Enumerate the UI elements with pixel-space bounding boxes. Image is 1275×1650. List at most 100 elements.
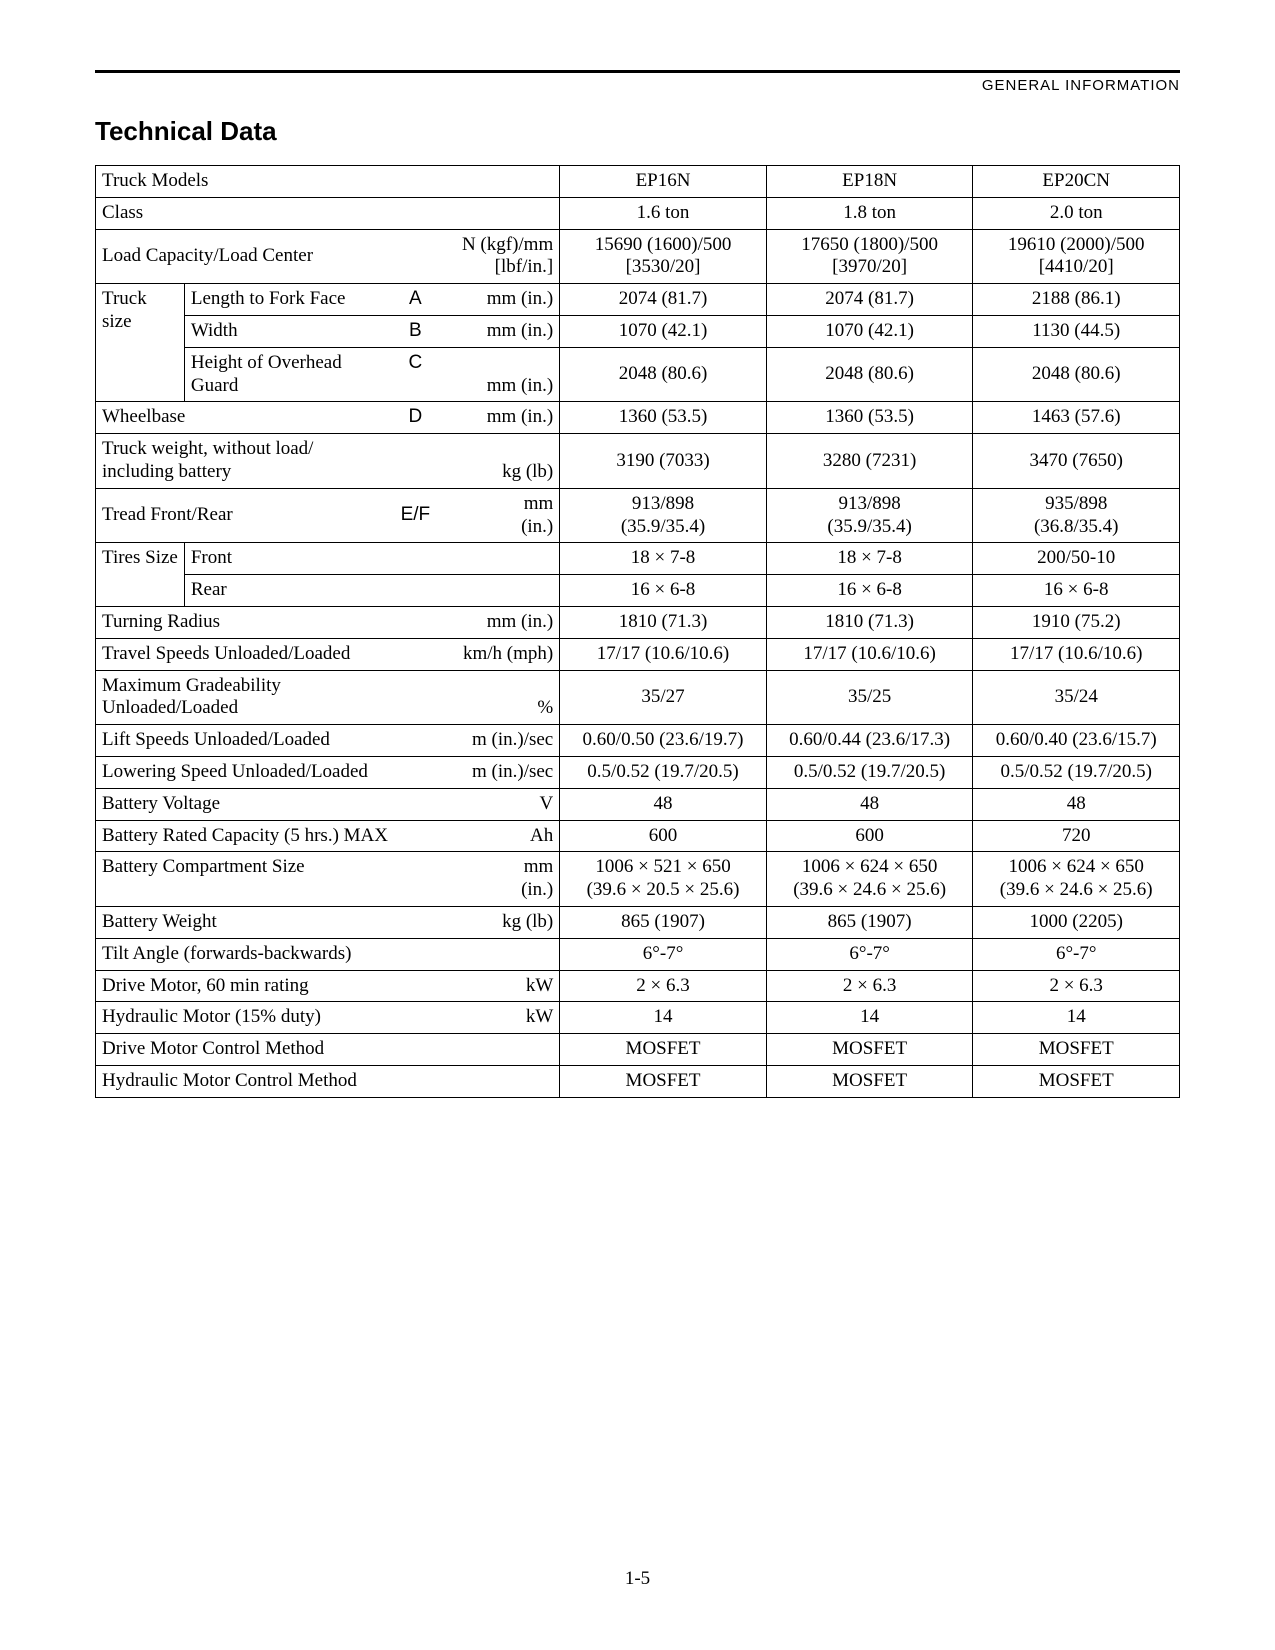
label: Load Capacity/Load Center [96, 229, 438, 284]
unit: Ah [438, 820, 560, 852]
value: 913/898(35.9/35.4) [766, 488, 973, 543]
value: 2074 (81.7) [560, 284, 767, 316]
value: MOSFET [560, 1065, 767, 1097]
row-load-capacity: Load Capacity/Load Center N (kgf)/mm [lb… [96, 229, 1180, 284]
value: MOSFET [560, 1034, 767, 1066]
value: 15690 (1600)/500[3530/20] [560, 229, 767, 284]
value: 18 × 7-8 [560, 543, 767, 575]
unit: mm (in.) [438, 315, 560, 347]
code: B [393, 315, 437, 347]
value: 14 [766, 1002, 973, 1034]
label: Rear [184, 575, 559, 607]
page-number: 1-5 [0, 1568, 1275, 1590]
value: 2048 (80.6) [560, 347, 767, 402]
value: 2048 (80.6) [973, 347, 1180, 402]
label: Height of Overhead Guard [184, 347, 393, 402]
row-height-overhead-guard: Height of Overhead Guard C mm (in.) 2048… [96, 347, 1180, 402]
value: 17/17 (10.6/10.6) [973, 638, 1180, 670]
value: 18 × 7-8 [766, 543, 973, 575]
value: 6°-7° [560, 938, 767, 970]
value: 1.8 ton [766, 197, 973, 229]
row-drive-control: Drive Motor Control Method MOSFET MOSFET… [96, 1034, 1180, 1066]
value: 16 × 6-8 [973, 575, 1180, 607]
label: Truck Models [96, 166, 560, 198]
label: Width [184, 315, 393, 347]
value: 3280 (7231) [766, 434, 973, 489]
value: 2048 (80.6) [766, 347, 973, 402]
value: 16 × 6-8 [766, 575, 973, 607]
label: Hydraulic Motor (15% duty) [96, 1002, 438, 1034]
value: MOSFET [973, 1034, 1180, 1066]
value: 17650 (1800)/500[3970/20] [766, 229, 973, 284]
row-hydraulic-motor: Hydraulic Motor (15% duty) kW 14 14 14 [96, 1002, 1180, 1034]
unit: kg (lb) [438, 434, 560, 489]
row-max-gradeability: Maximum Gradeability Unloaded/Loaded % 3… [96, 670, 1180, 725]
label: Drive Motor, 60 min rating [96, 970, 438, 1002]
row-battery-voltage: Battery Voltage V 48 48 48 [96, 788, 1180, 820]
value: 2 × 6.3 [766, 970, 973, 1002]
row-wheelbase: Wheelbase D mm (in.) 1360 (53.5) 1360 (5… [96, 402, 1180, 434]
value-ep20cn: EP20CN [973, 166, 1180, 198]
label: Battery Weight [96, 906, 438, 938]
truck-size-label: Truck size [96, 284, 185, 402]
value: 600 [766, 820, 973, 852]
value: 3470 (7650) [973, 434, 1180, 489]
row-tread: Tread Front/Rear E/F mm(in.) 913/898(35.… [96, 488, 1180, 543]
row-drive-motor: Drive Motor, 60 min rating kW 2 × 6.3 2 … [96, 970, 1180, 1002]
value: MOSFET [766, 1034, 973, 1066]
value: 2 × 6.3 [560, 970, 767, 1002]
value: 0.60/0.44 (23.6/17.3) [766, 725, 973, 757]
row-tires-front: Tires Size Front 18 × 7-8 18 × 7-8 200/5… [96, 543, 1180, 575]
unit: mm (in.) [438, 284, 560, 316]
unit: mm (in.) [438, 347, 560, 402]
label: Battery Voltage [96, 788, 438, 820]
page-title: Technical Data [95, 116, 1180, 147]
technical-data-table: Truck Models EP16N EP18N EP20CN Class 1.… [95, 165, 1180, 1098]
value: MOSFET [973, 1065, 1180, 1097]
label: Drive Motor Control Method [96, 1034, 560, 1066]
value: 935/898(36.8/35.4) [973, 488, 1180, 543]
value: 0.60/0.50 (23.6/19.7) [560, 725, 767, 757]
row-truck-weight: Truck weight, without load/ including ba… [96, 434, 1180, 489]
value: 35/25 [766, 670, 973, 725]
value: 2074 (81.7) [766, 284, 973, 316]
value: 1006 × 521 × 650(39.6 × 20.5 × 25.6) [560, 852, 767, 907]
row-lowering-speed: Lowering Speed Unloaded/Loaded m (in.)/s… [96, 756, 1180, 788]
unit: mm (in.) [438, 402, 560, 434]
row-width: Width B mm (in.) 1070 (42.1) 1070 (42.1)… [96, 315, 1180, 347]
unit: % [438, 670, 560, 725]
row-truck-models: Truck Models EP16N EP18N EP20CN [96, 166, 1180, 198]
value: 200/50-10 [973, 543, 1180, 575]
label: Lift Speeds Unloaded/Loaded [96, 725, 438, 757]
value: 35/27 [560, 670, 767, 725]
value: 1.6 ton [560, 197, 767, 229]
value: 0.5/0.52 (19.7/20.5) [766, 756, 973, 788]
value: 1810 (71.3) [766, 606, 973, 638]
value: 865 (1907) [560, 906, 767, 938]
value: 19610 (2000)/500[4410/20] [973, 229, 1180, 284]
value: 14 [560, 1002, 767, 1034]
label: Lowering Speed Unloaded/Loaded [96, 756, 438, 788]
unit: m (in.)/sec [438, 756, 560, 788]
value: 1130 (44.5) [973, 315, 1180, 347]
row-battery-weight: Battery Weight kg (lb) 865 (1907) 865 (1… [96, 906, 1180, 938]
value: 35/24 [973, 670, 1180, 725]
value: 1006 × 624 × 650(39.6 × 24.6 × 25.6) [973, 852, 1180, 907]
row-tilt-angle: Tilt Angle (forwards-backwards) 6°-7° 6°… [96, 938, 1180, 970]
value: 17/17 (10.6/10.6) [560, 638, 767, 670]
label: Battery Rated Capacity (5 hrs.) MAX [96, 820, 438, 852]
row-length-fork-face: Truck size Length to Fork Face A mm (in.… [96, 284, 1180, 316]
row-class: Class 1.6 ton 1.8 ton 2.0 ton [96, 197, 1180, 229]
value: 2 × 6.3 [973, 970, 1180, 1002]
value: 48 [766, 788, 973, 820]
value: 1910 (75.2) [973, 606, 1180, 638]
label: Tread Front/Rear [96, 488, 394, 543]
value: 0.5/0.52 (19.7/20.5) [560, 756, 767, 788]
row-travel-speeds: Travel Speeds Unloaded/Loaded km/h (mph)… [96, 638, 1180, 670]
row-tires-rear: Rear 16 × 6-8 16 × 6-8 16 × 6-8 [96, 575, 1180, 607]
row-hydraulic-control: Hydraulic Motor Control Method MOSFET MO… [96, 1065, 1180, 1097]
unit: km/h (mph) [438, 638, 560, 670]
value: 913/898(35.9/35.4) [560, 488, 767, 543]
unit: m (in.)/sec [438, 725, 560, 757]
value: 48 [560, 788, 767, 820]
